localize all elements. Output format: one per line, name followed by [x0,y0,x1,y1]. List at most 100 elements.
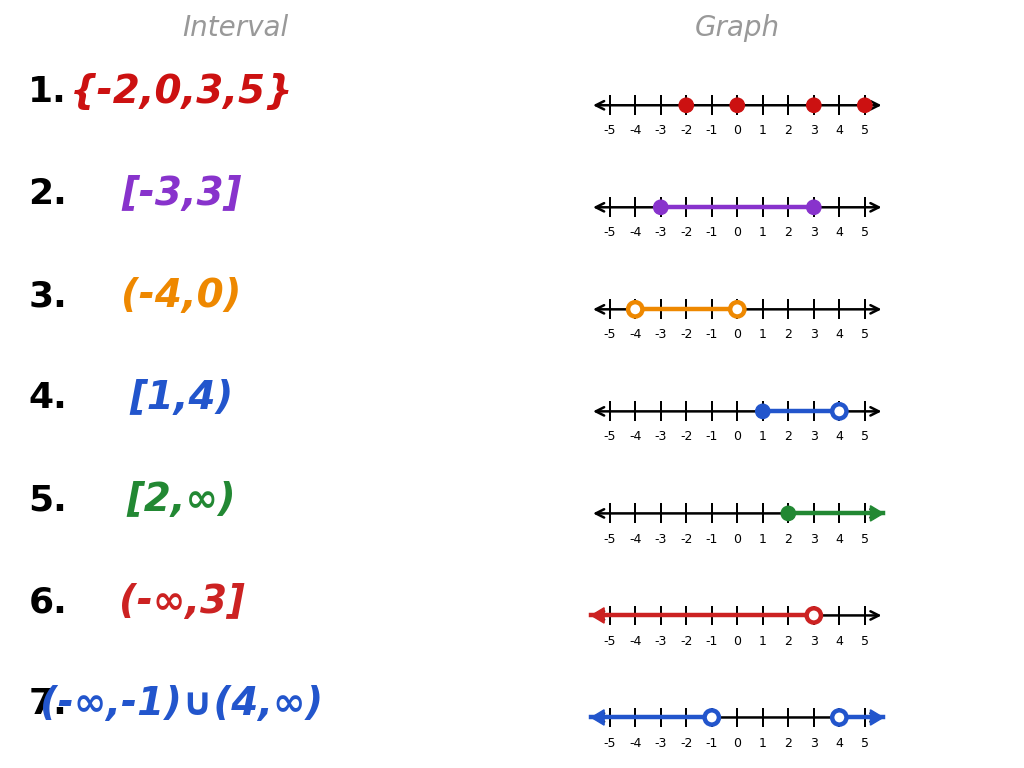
Text: -5: -5 [603,634,616,647]
Text: [-3,3]: [-3,3] [121,175,242,213]
Text: 2: 2 [784,329,793,342]
Text: 1: 1 [759,737,767,750]
Text: -2: -2 [680,737,692,750]
Circle shape [653,200,668,214]
Text: 2: 2 [784,124,793,137]
Text: [2,∞): [2,∞) [127,481,237,519]
Text: 2: 2 [784,227,793,240]
Text: 4.: 4. [29,381,67,415]
Circle shape [628,302,642,316]
Polygon shape [592,710,604,725]
Text: 4: 4 [836,227,843,240]
Text: 1.: 1. [29,75,67,109]
Text: -3: -3 [654,431,667,443]
Text: 5: 5 [861,124,868,137]
Text: -1: -1 [706,737,718,750]
Text: 4: 4 [836,329,843,342]
Text: 3: 3 [810,634,818,647]
Text: 2: 2 [784,532,793,545]
Polygon shape [592,607,604,623]
Text: 5: 5 [861,431,868,443]
Text: (-∞,-1)∪(4,∞): (-∞,-1)∪(4,∞) [40,685,323,723]
Circle shape [833,404,847,419]
Text: 4: 4 [836,431,843,443]
Text: -2: -2 [680,124,692,137]
Text: 5: 5 [861,532,868,545]
Text: 5: 5 [861,634,868,647]
Text: -2: -2 [680,329,692,342]
Text: 3: 3 [810,227,818,240]
Text: -5: -5 [603,532,616,545]
Text: -4: -4 [629,124,641,137]
Circle shape [679,98,693,112]
Text: -4: -4 [629,634,641,647]
Text: 0: 0 [733,532,741,545]
Text: 4: 4 [836,532,843,545]
Text: 2: 2 [784,431,793,443]
Text: 0: 0 [733,431,741,443]
Text: Interval: Interval [182,14,289,41]
Text: -2: -2 [680,227,692,240]
Text: -5: -5 [603,227,616,240]
Text: -1: -1 [706,227,718,240]
Text: 4: 4 [836,124,843,137]
Text: 5: 5 [861,227,868,240]
Text: 4: 4 [836,737,843,750]
Text: 5: 5 [861,737,868,750]
Text: -3: -3 [654,329,667,342]
Circle shape [807,200,821,214]
Text: 5: 5 [861,329,868,342]
Text: -1: -1 [706,634,718,647]
Circle shape [833,710,847,725]
Text: -5: -5 [603,431,616,443]
Text: 1: 1 [759,124,767,137]
Text: -5: -5 [603,737,616,750]
Text: 3: 3 [810,532,818,545]
Text: -4: -4 [629,431,641,443]
Text: -1: -1 [706,431,718,443]
Text: -1: -1 [706,532,718,545]
Text: 2.: 2. [29,177,67,211]
Text: 0: 0 [733,124,741,137]
Circle shape [705,710,719,725]
Text: 1: 1 [759,329,767,342]
Text: -3: -3 [654,634,667,647]
Text: -5: -5 [603,329,616,342]
Polygon shape [870,506,883,521]
Polygon shape [870,710,883,725]
Circle shape [730,98,744,112]
Text: 5.: 5. [29,483,67,517]
Text: 1: 1 [759,532,767,545]
Text: -2: -2 [680,634,692,647]
Text: -2: -2 [680,431,692,443]
Text: 0: 0 [733,737,741,750]
Text: 0: 0 [733,329,741,342]
Text: {-2,0,3,5}: {-2,0,3,5} [70,73,293,111]
Text: Graph: Graph [694,14,780,41]
Text: 3: 3 [810,329,818,342]
Text: 7.: 7. [29,687,67,721]
Circle shape [756,404,770,419]
Text: 3.: 3. [29,279,67,313]
Text: 0: 0 [733,634,741,647]
Circle shape [807,98,821,112]
Text: -3: -3 [654,532,667,545]
Text: 3: 3 [810,431,818,443]
Text: -3: -3 [654,124,667,137]
Text: -2: -2 [680,532,692,545]
Text: -1: -1 [706,329,718,342]
Text: -3: -3 [654,227,667,240]
Text: 0: 0 [733,227,741,240]
Text: 2: 2 [784,737,793,750]
Text: 2: 2 [784,634,793,647]
Circle shape [730,302,744,316]
Text: 4: 4 [836,634,843,647]
Circle shape [858,98,872,112]
Text: [1,4): [1,4) [129,379,233,417]
Text: 1: 1 [759,431,767,443]
Text: (-∞,3]: (-∞,3] [119,583,245,621]
Text: -5: -5 [603,124,616,137]
Text: -4: -4 [629,532,641,545]
Text: (-4,0): (-4,0) [121,277,242,315]
Circle shape [807,608,821,623]
